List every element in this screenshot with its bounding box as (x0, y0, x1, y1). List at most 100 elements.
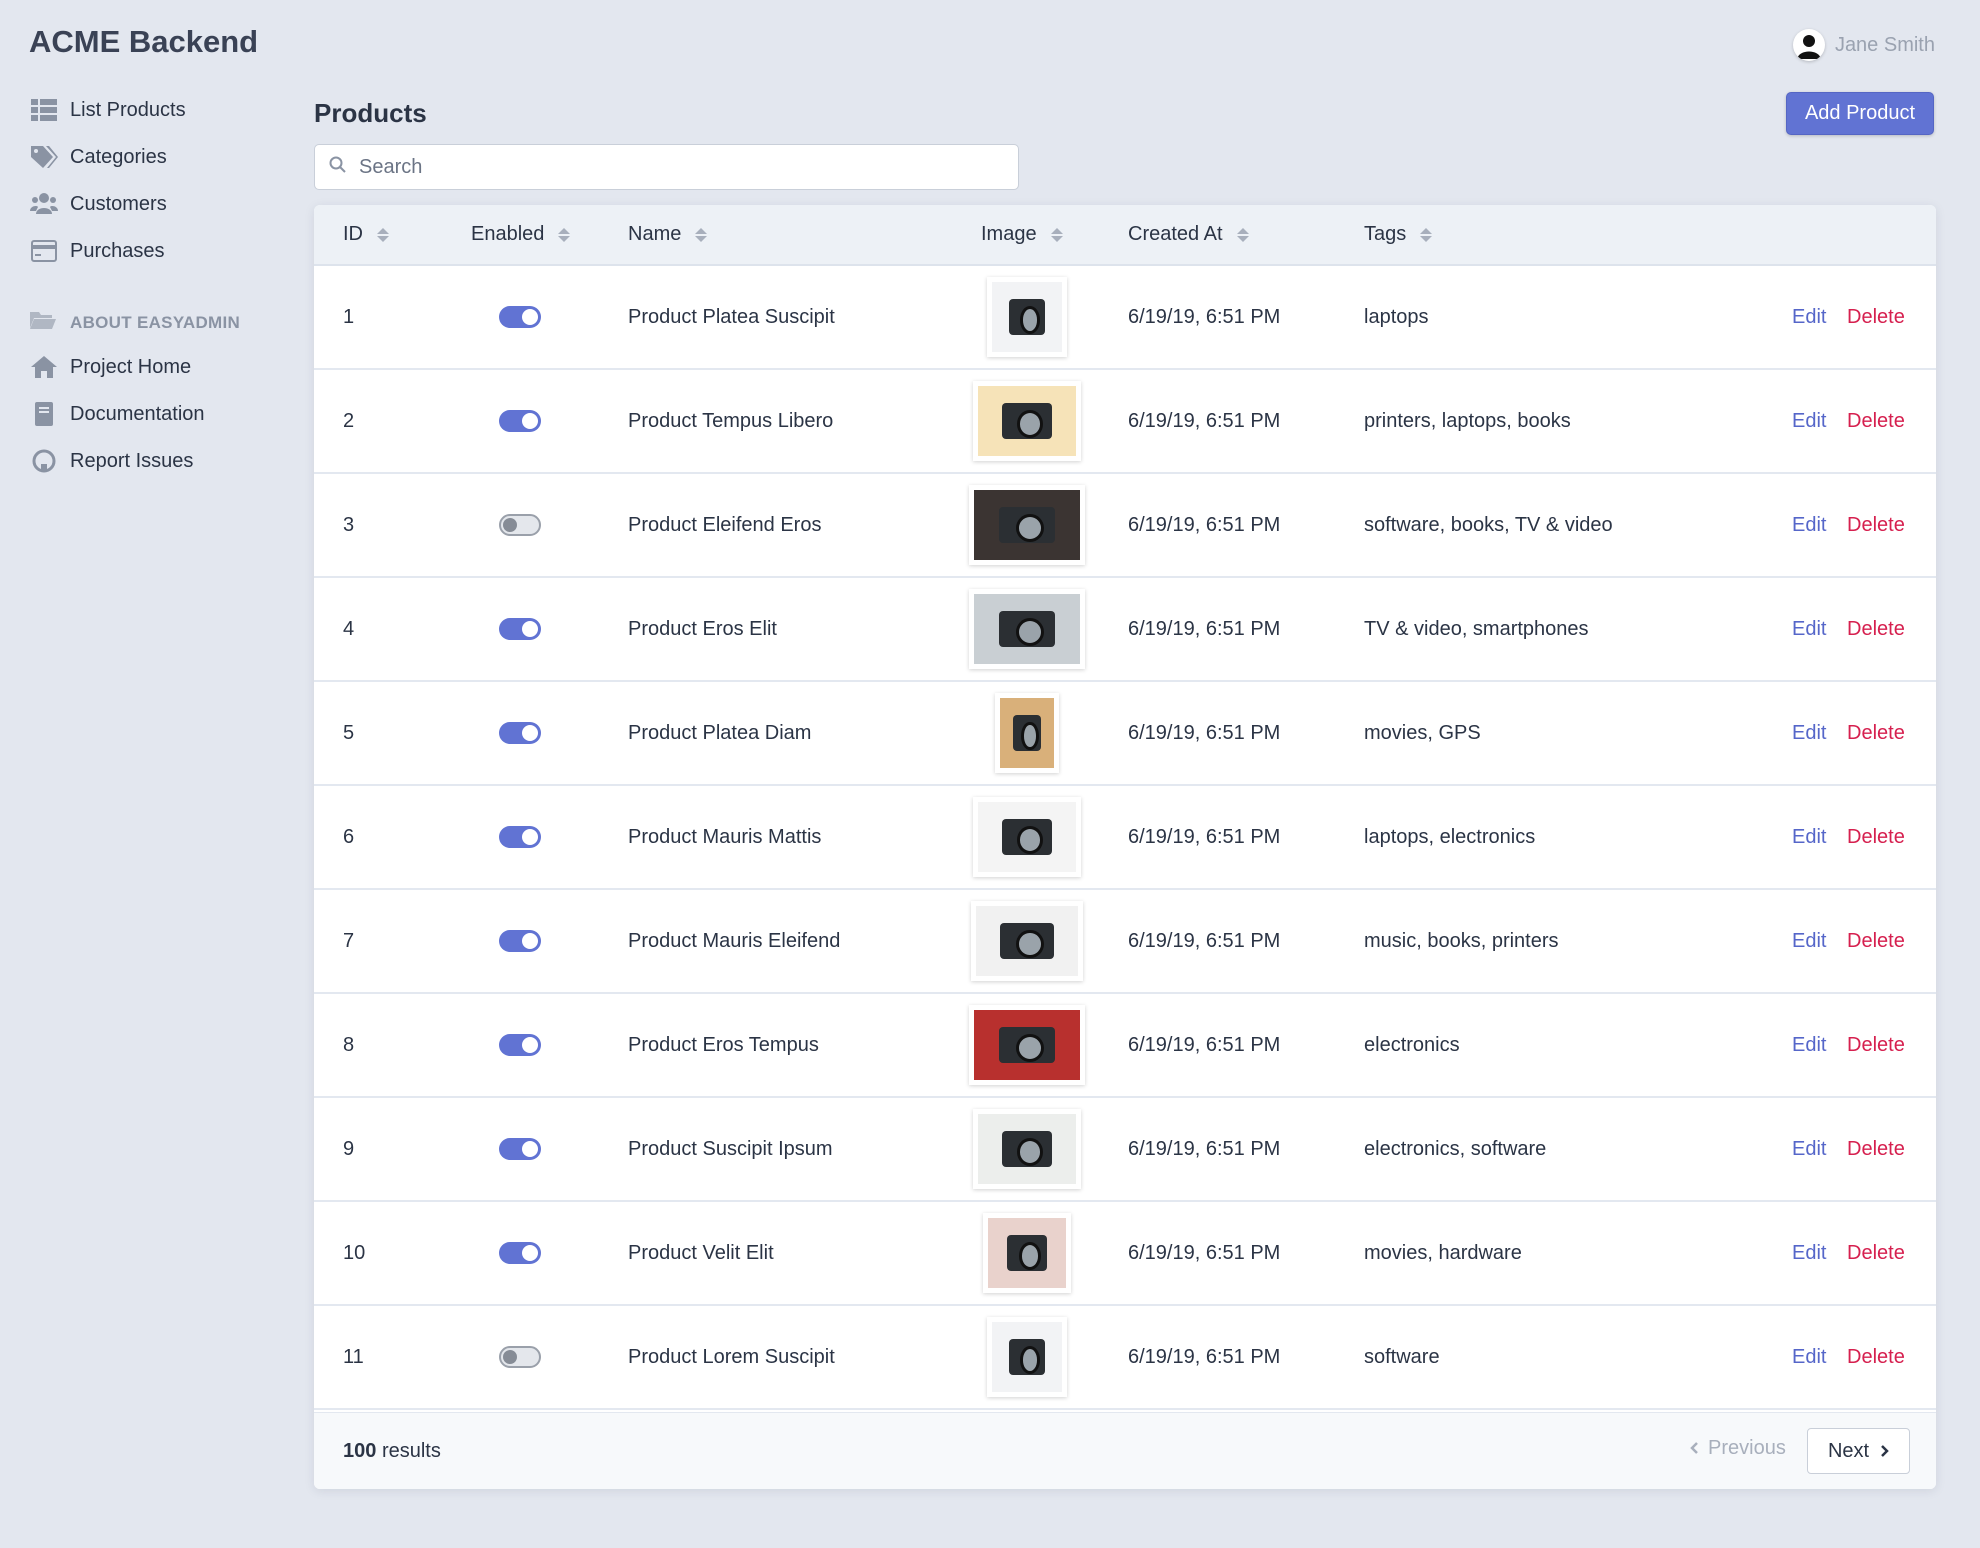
enabled-toggle[interactable] (499, 722, 541, 744)
delete-link[interactable]: Delete (1847, 825, 1905, 848)
camera-image (1000, 922, 1054, 960)
credit-card-icon (30, 239, 58, 263)
add-product-button[interactable]: Add Product (1786, 92, 1934, 135)
product-image[interactable] (973, 381, 1081, 461)
enabled-toggle[interactable] (499, 306, 541, 328)
cell-name: Product Mauris Eleifend (628, 929, 841, 952)
camera-image (1012, 714, 1042, 752)
delete-link[interactable]: Delete (1847, 1345, 1905, 1368)
product-image[interactable] (987, 1317, 1067, 1397)
edit-link[interactable]: Edit (1792, 617, 1827, 640)
sidebar-item-list-products[interactable]: List Products (30, 94, 186, 126)
delete-link[interactable]: Delete (1847, 617, 1905, 640)
enabled-toggle[interactable] (499, 826, 541, 848)
cell-created-at: 6/19/19, 6:51 PM (1128, 929, 1281, 952)
cell-name: Product Platea Diam (628, 721, 812, 744)
camera-image (999, 506, 1055, 544)
enabled-toggle[interactable] (499, 618, 541, 640)
sidebar-item-project-home[interactable]: Project Home (30, 351, 191, 383)
enabled-toggle[interactable] (499, 1138, 541, 1160)
product-image[interactable] (973, 797, 1081, 877)
sort-icon (558, 227, 571, 242)
search-input[interactable] (359, 155, 979, 179)
cell-name: Product Suscipit Ipsum (628, 1137, 833, 1160)
camera-image (1001, 402, 1053, 440)
product-image[interactable] (969, 485, 1085, 565)
cell-name: Product Platea Suscipit (628, 305, 835, 328)
previous-button[interactable]: Previous (1690, 1437, 1786, 1460)
edit-link[interactable]: Edit (1792, 1345, 1827, 1368)
cell-id: 11 (343, 1345, 364, 1368)
cell-tags: software, books, TV & video (1364, 513, 1613, 536)
column-header-enabled[interactable]: Enabled (471, 205, 571, 264)
cell-created-at: 6/19/19, 6:51 PM (1128, 1345, 1281, 1368)
column-header-name[interactable]: Name (628, 205, 708, 264)
sidebar-section-about: ABOUT EASYADMIN (30, 310, 240, 335)
product-image[interactable] (983, 1213, 1071, 1293)
sidebar-item-label: Documentation (70, 402, 205, 425)
chevron-left-icon (1690, 1437, 1698, 1460)
cell-created-at: 6/19/19, 6:51 PM (1128, 409, 1281, 432)
edit-link[interactable]: Edit (1792, 409, 1827, 432)
enabled-toggle[interactable] (499, 1242, 541, 1264)
product-image[interactable] (995, 693, 1059, 773)
enabled-toggle[interactable] (499, 1034, 541, 1056)
cell-created-at: 6/19/19, 6:51 PM (1128, 617, 1281, 640)
enabled-toggle[interactable] (499, 1346, 541, 1368)
next-button[interactable]: Next (1807, 1428, 1910, 1474)
cell-tags: TV & video, smartphones (1364, 617, 1589, 640)
camera-image (1006, 1234, 1048, 1272)
cell-tags: electronics (1364, 1033, 1460, 1056)
edit-link[interactable]: Edit (1792, 305, 1827, 328)
cell-name: Product Eleifend Eros (628, 513, 822, 536)
cell-id: 7 (343, 929, 355, 952)
delete-link[interactable]: Delete (1847, 929, 1905, 952)
column-header-image[interactable]: Image (981, 205, 1063, 264)
sidebar-item-documentation[interactable]: Documentation (30, 398, 205, 430)
user-name: Jane Smith (1834, 33, 1935, 56)
sidebar-item-categories[interactable]: Categories (30, 141, 167, 173)
product-image[interactable] (971, 901, 1083, 981)
cell-id: 3 (343, 513, 355, 536)
cell-tags: printers, laptops, books (1364, 409, 1571, 432)
sidebar-item-purchases[interactable]: Purchases (30, 235, 165, 267)
delete-link[interactable]: Delete (1847, 1033, 1905, 1056)
delete-link[interactable]: Delete (1847, 1241, 1905, 1264)
sidebar-item-report-issues[interactable]: Report Issues (30, 445, 193, 477)
edit-link[interactable]: Edit (1792, 1033, 1827, 1056)
brand-title: ACME Backend (29, 24, 259, 59)
edit-link[interactable]: Edit (1792, 721, 1827, 744)
edit-link[interactable]: Edit (1792, 513, 1827, 536)
edit-link[interactable]: Edit (1792, 825, 1827, 848)
camera-image (999, 1026, 1055, 1064)
delete-link[interactable]: Delete (1847, 409, 1905, 432)
delete-link[interactable]: Delete (1847, 721, 1905, 744)
column-header-id[interactable]: ID (343, 205, 389, 264)
delete-link[interactable]: Delete (1847, 305, 1905, 328)
user-menu[interactable]: Jane Smith (1792, 29, 1935, 61)
product-image[interactable] (969, 1005, 1085, 1085)
tags-icon (30, 145, 58, 169)
edit-link[interactable]: Edit (1792, 1241, 1827, 1264)
cell-tags: movies, GPS (1364, 721, 1481, 744)
product-image[interactable] (973, 1109, 1081, 1189)
cell-created-at: 6/19/19, 6:51 PM (1128, 825, 1281, 848)
enabled-toggle[interactable] (499, 514, 541, 536)
camera-image (1008, 1338, 1046, 1376)
sidebar-item-label: Report Issues (70, 449, 194, 472)
cell-id: 6 (343, 825, 355, 848)
enabled-toggle[interactable] (499, 930, 541, 952)
edit-link[interactable]: Edit (1792, 1137, 1827, 1160)
enabled-toggle[interactable] (499, 410, 541, 432)
product-image[interactable] (987, 277, 1067, 357)
edit-link[interactable]: Edit (1792, 929, 1827, 952)
delete-link[interactable]: Delete (1847, 1137, 1905, 1160)
cell-tags: laptops, electronics (1364, 825, 1536, 848)
product-image[interactable] (969, 589, 1085, 669)
delete-link[interactable]: Delete (1847, 513, 1905, 536)
column-header-created-at[interactable]: Created At (1128, 205, 1249, 264)
column-header-tags[interactable]: Tags (1364, 205, 1433, 264)
sidebar-item-label: Purchases (70, 239, 165, 262)
sidebar-item-customers[interactable]: Customers (30, 188, 167, 220)
cell-id: 10 (343, 1241, 366, 1264)
